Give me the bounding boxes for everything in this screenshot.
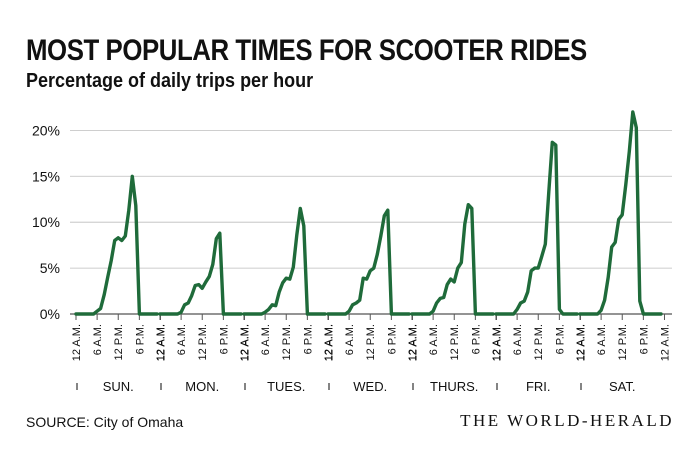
x-tick-label: 6 A.M. xyxy=(512,324,524,355)
x-tick-label: 12 A.M. xyxy=(491,324,503,361)
y-tick-label: 15% xyxy=(32,168,60,184)
x-tick-label: 12 P.M. xyxy=(533,324,545,361)
x-tick-label: 6 P.M. xyxy=(302,324,314,354)
x-tick-label: 12 P.M. xyxy=(617,324,629,361)
x-tick-label: 12 P.M. xyxy=(449,324,461,361)
x-tick-label: 6 A.M. xyxy=(260,324,272,355)
series-line-sun xyxy=(74,174,159,316)
series-line-mon xyxy=(158,231,243,316)
x-tick-label: 12 A.M. xyxy=(575,324,587,361)
series-line-thurs xyxy=(410,202,495,316)
gridlines xyxy=(70,129,672,315)
publisher-logo: THE WORLD-HERALD xyxy=(460,411,674,430)
x-tick-label: 12 A.M. xyxy=(407,324,419,361)
x-tick-label: 12 A.M. xyxy=(323,324,335,361)
x-axis-tick-labels: 12 A.M. 6 A.M. 12 P.M. 6 P.M. 12 A.M. 12 A.M.… xyxy=(71,314,671,361)
x-tick-label: 6 A.M. xyxy=(176,324,188,355)
day-labels: SUN. MON. TUES. WED. THURS. FRI. SAT. xyxy=(76,379,636,394)
day-label: FRI. xyxy=(526,379,551,394)
x-tick-label: 12 P.M. xyxy=(113,324,125,361)
day-label: TUES. xyxy=(267,379,305,394)
x-tick-label: 12 A.M. xyxy=(575,324,587,361)
x-tick-label: 12 A.M. xyxy=(155,324,167,361)
x-tick-label: 6 P.M. xyxy=(218,324,230,354)
day-label: WED. xyxy=(353,379,387,394)
x-tick-label: 12 A.M. xyxy=(407,324,419,361)
source-note: SOURCE: City of Omaha xyxy=(26,414,184,430)
x-tick-label: 6 P.M. xyxy=(386,324,398,354)
x-tick-label: 12 A.M. xyxy=(323,324,335,361)
x-tick-label: 12 A.M. xyxy=(239,324,251,361)
y-tick-label: 10% xyxy=(32,214,60,230)
day-label: SUN. xyxy=(103,379,134,394)
x-tick-label: 6 P.M. xyxy=(470,324,482,354)
series-line-sat xyxy=(578,110,663,316)
chart-title: MOST POPULAR TIMES FOR SCOOTER RIDES xyxy=(26,34,587,67)
day-label: MON. xyxy=(185,379,219,394)
x-tick-label: 6 A.M. xyxy=(344,324,356,355)
series-line-wed xyxy=(326,208,411,316)
day-label: THURS. xyxy=(430,379,478,394)
day-label: SAT. xyxy=(609,379,636,394)
x-tick-label: 12 A.M. xyxy=(155,324,167,361)
x-tick-label: 12 P.M. xyxy=(365,324,377,361)
x-tick-label: 12 P.M. xyxy=(281,324,293,361)
x-tick-label: 6 A.M. xyxy=(596,324,608,355)
x-tick-label: 6 P.M. xyxy=(638,324,650,354)
x-tick-label: 6 A.M. xyxy=(92,324,104,355)
x-tick-label: 12 A.M. xyxy=(239,324,251,361)
x-tick-label: 12 P.M. xyxy=(197,324,209,361)
y-tick-label: 0% xyxy=(40,306,60,322)
x-tick-label: 12 A.M. xyxy=(491,324,503,361)
x-tick-label: 12 A.M. xyxy=(659,324,671,361)
chart-subtitle: Percentage of daily trips per hour xyxy=(26,70,314,92)
y-axis-tick-labels: 0% 5% 10% 15% 20% xyxy=(32,122,60,322)
x-tick-label: 6 P.M. xyxy=(134,324,146,354)
series-lines xyxy=(74,110,663,316)
series-line-tues xyxy=(242,206,327,316)
x-tick-label: 6 P.M. xyxy=(554,324,566,354)
x-tick-label: 12 A.M. xyxy=(71,324,83,361)
series-line-fri xyxy=(494,140,579,316)
x-tick-label: 6 A.M. xyxy=(428,324,440,355)
y-tick-label: 20% xyxy=(32,122,60,138)
y-tick-label: 5% xyxy=(40,260,60,276)
